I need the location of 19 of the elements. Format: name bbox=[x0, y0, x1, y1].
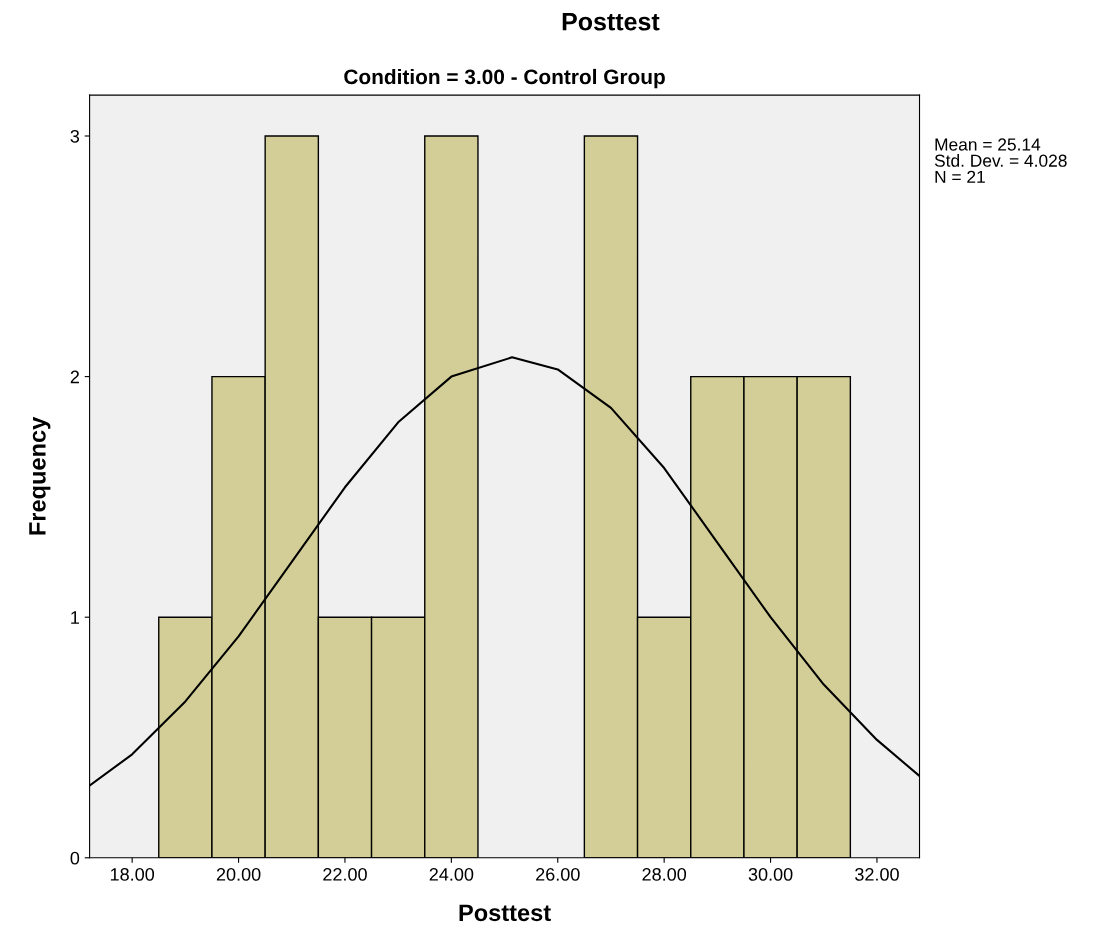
x-axis-title: Posttest bbox=[459, 904, 551, 922]
x-tick-label: 20.00 bbox=[216, 868, 261, 881]
text: Mean = 25.14 bbox=[935, 138, 1041, 151]
x-tick-label: 18.00 bbox=[110, 868, 155, 881]
chart-title: Posttest bbox=[562, 13, 660, 31]
y-tick-label: 2 bbox=[70, 370, 79, 384]
y-tick-label: 3 bbox=[70, 129, 80, 143]
x-tick-label: 26.00 bbox=[536, 868, 580, 881]
chart-subtitle: Condition = 3.00 - Control Group bbox=[344, 68, 665, 89]
y-tick-label: 1 bbox=[71, 611, 79, 624]
x-tick-label: 24.00 bbox=[429, 868, 474, 881]
y-tick-label: 0 bbox=[70, 851, 80, 865]
text: N = 21 bbox=[935, 170, 985, 183]
y-axis-title: Frequency bbox=[29, 416, 51, 535]
x-tick-label: 32.00 bbox=[855, 868, 899, 881]
x-tick-label: 22.00 bbox=[323, 868, 367, 881]
x-tick-label: 30.00 bbox=[748, 868, 793, 881]
x-tick-label: 28.00 bbox=[642, 868, 687, 881]
text: Std. Dev. = 4.028 bbox=[934, 154, 1067, 167]
